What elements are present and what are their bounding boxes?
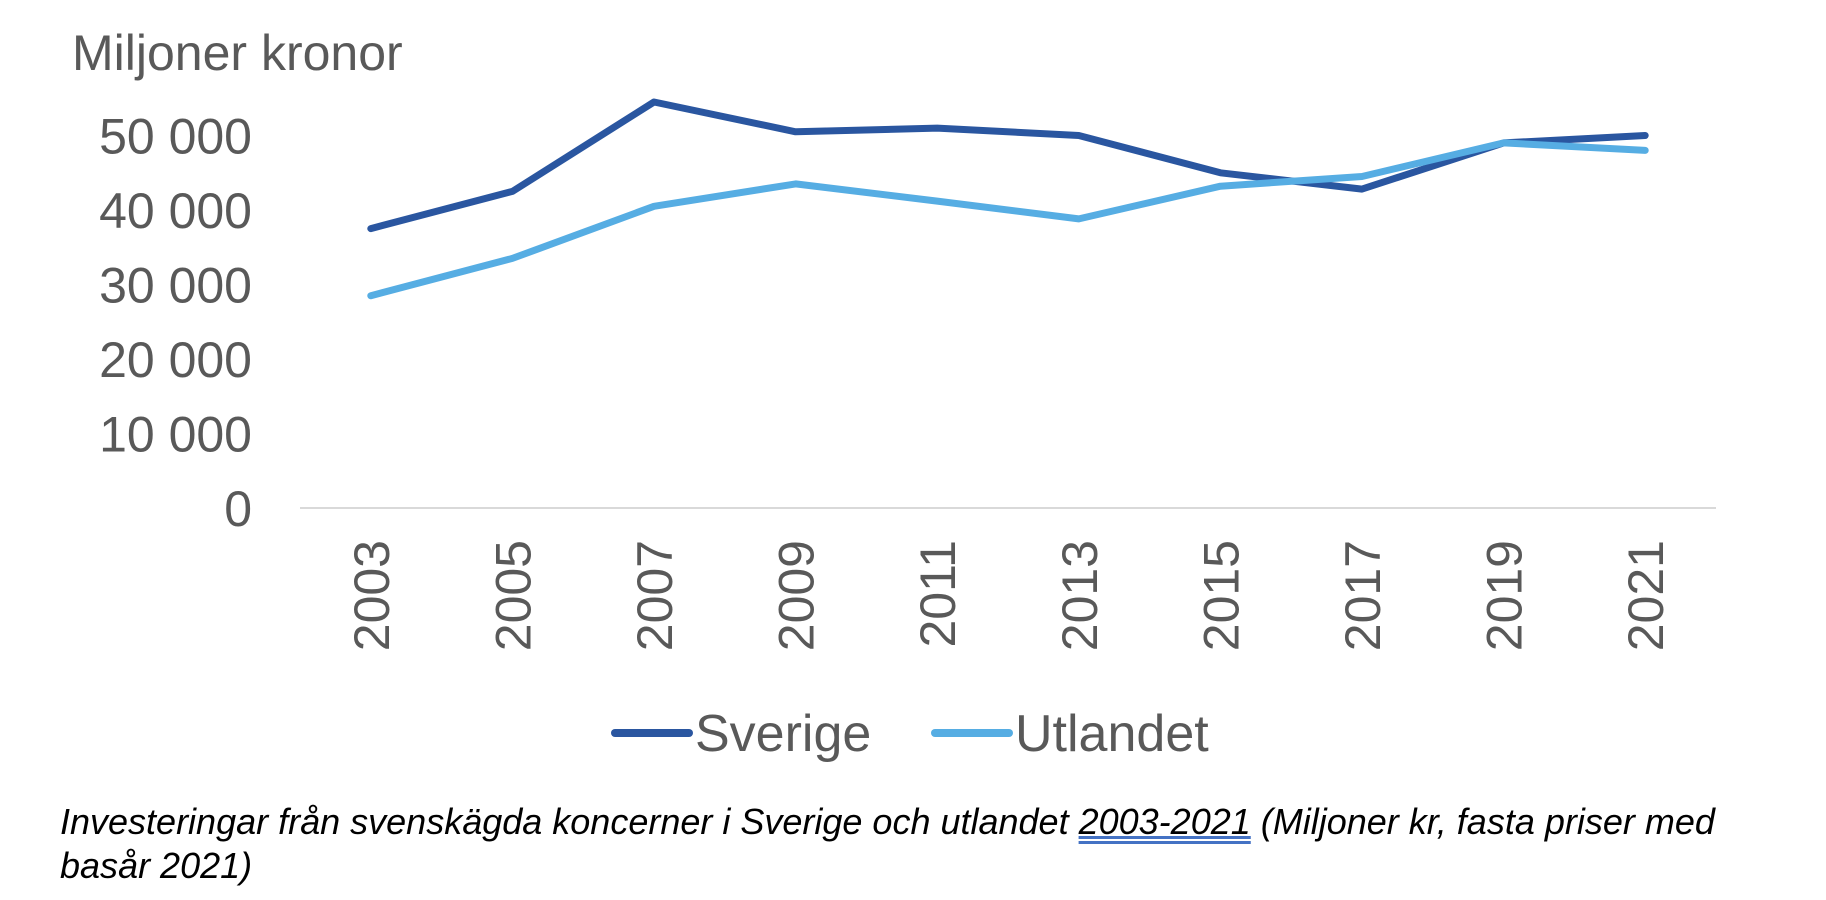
x-tick-label: 2013 xyxy=(1052,540,1108,651)
series-lines xyxy=(367,98,1649,300)
x-tick-label: 2005 xyxy=(485,540,541,651)
legend: Sverige Utlandet xyxy=(611,705,1209,763)
legend-label-utlandet: Utlandet xyxy=(1015,705,1209,763)
x-axis-ticks: 2003 2005 2007 2009 2011 2013 2015 2017 2019 2021 xyxy=(344,540,1674,651)
caption-text-after: (Miljoner kr, fasta priser med basår 202… xyxy=(60,801,1715,886)
legend-label-sverige: Sverige xyxy=(695,705,871,763)
caption-text-before: Investeringar från svenskägda koncerner … xyxy=(60,801,1079,842)
x-tick-label: 2007 xyxy=(627,540,683,651)
y-tick-label: 20 000 xyxy=(99,332,252,388)
y-tick-label: 10 000 xyxy=(99,407,252,463)
y-tick-label: 40 000 xyxy=(99,183,252,239)
x-tick-label: 2015 xyxy=(1193,540,1249,651)
chart-caption: Investeringar från svenskägda koncerner … xyxy=(60,800,1800,888)
y-axis-ticks: 0 10 000 20 000 30 000 40 000 50 000 xyxy=(99,109,252,538)
y-axis-label: Miljoner kronor xyxy=(72,25,403,81)
x-tick-label: 2011 xyxy=(910,540,966,648)
x-tick-label: 2017 xyxy=(1335,540,1391,651)
y-tick-label: 0 xyxy=(224,481,252,537)
series-line-utlandet xyxy=(367,139,1649,300)
y-tick-label: 30 000 xyxy=(99,258,252,314)
caption-year-range-link[interactable]: 2003-2021 xyxy=(1078,801,1251,842)
x-tick-label: 2021 xyxy=(1618,540,1674,651)
series-line-sverige xyxy=(367,98,1649,233)
x-tick-label: 2003 xyxy=(344,540,400,651)
y-tick-label: 50 000 xyxy=(99,109,252,165)
x-tick-label: 2009 xyxy=(769,540,825,651)
x-tick-label: 2019 xyxy=(1477,540,1533,651)
